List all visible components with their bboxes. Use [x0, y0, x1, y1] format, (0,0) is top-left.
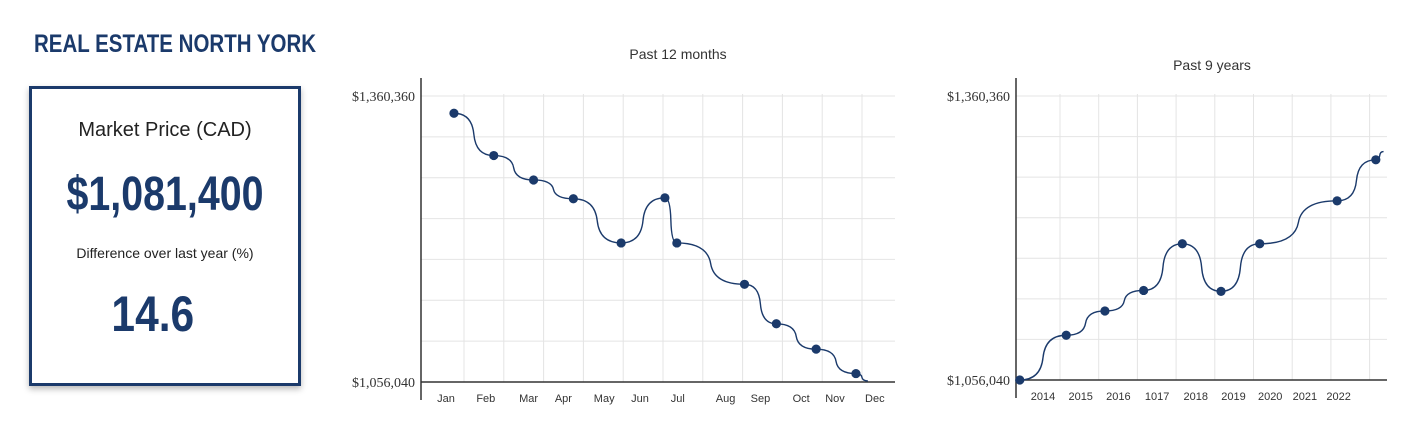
- x-tick-label: 1017: [1145, 391, 1169, 403]
- x-tick-label: Jan: [437, 393, 455, 405]
- x-tick-label: May: [594, 393, 615, 405]
- data-point: [1216, 286, 1226, 296]
- x-tick-label: 2019: [1221, 391, 1245, 403]
- data-point: [1100, 306, 1110, 316]
- y-tick-label-min: $1,056,040: [947, 374, 1010, 389]
- data-point: [1061, 330, 1071, 340]
- x-tick-label: Sep: [751, 393, 771, 405]
- market-price-value: $1,081,400: [66, 168, 264, 221]
- x-tick-label: Mar: [519, 393, 538, 405]
- data-point: [616, 238, 626, 248]
- x-tick-label: Oct: [793, 393, 810, 405]
- y-tick-label-min: $1,056,040: [352, 376, 415, 391]
- x-tick-label: Jun: [631, 393, 649, 405]
- difference-value: 14.6: [50, 285, 276, 343]
- data-point: [1255, 239, 1265, 249]
- data-point: [851, 368, 861, 379]
- x-tick-label: 2022: [1326, 391, 1350, 403]
- data-point: [1139, 285, 1149, 296]
- data-point: [811, 344, 821, 354]
- x-tick-label: 2018: [1184, 391, 1208, 403]
- data-point: [771, 319, 781, 329]
- x-tick-label: 2021: [1293, 391, 1317, 403]
- data-point: [1177, 239, 1187, 249]
- x-tick-label: Feb: [476, 393, 495, 405]
- data-point: [1332, 196, 1342, 206]
- data-point: [568, 194, 578, 204]
- market-price-label: Market Price (CAD): [78, 119, 252, 141]
- x-tick-label: 2015: [1068, 391, 1092, 403]
- difference-label: Difference over last year (%): [76, 245, 254, 261]
- x-tick-label: 2014: [1031, 391, 1055, 403]
- x-tick-label: Dec: [865, 393, 885, 405]
- data-point: [528, 175, 539, 185]
- data-point: [449, 108, 459, 118]
- grid: [421, 94, 895, 383]
- data-point: [1015, 375, 1025, 385]
- x-tick-label: 2020: [1258, 391, 1282, 403]
- data-point: [1371, 155, 1381, 165]
- data-point: [489, 150, 499, 161]
- y-tick-label-max: $1,360,360: [352, 90, 415, 105]
- page-title: REAL ESTATE NORTH YORK: [34, 30, 317, 58]
- market-price-card: Market Price (CAD) $1,081,400 Difference…: [29, 86, 301, 386]
- x-tick-label: Jul: [671, 393, 685, 405]
- y-tick-label-max: $1,360,360: [947, 90, 1010, 105]
- x-tick-label: Aug: [716, 393, 736, 405]
- data-point: [660, 193, 670, 203]
- series-line: [453, 112, 868, 382]
- chart-title: Past 12 months: [629, 46, 726, 62]
- series-line: [1019, 150, 1384, 381]
- data-point: [739, 279, 750, 289]
- data-point: [672, 238, 682, 248]
- x-tick-label: Nov: [825, 393, 845, 405]
- x-tick-label: Apr: [555, 393, 572, 405]
- x-tick-label: 2016: [1106, 391, 1130, 403]
- difference-value-text: 14.6: [111, 286, 195, 342]
- chart-title: Past 9 years: [1173, 57, 1251, 73]
- grid: [1016, 94, 1387, 381]
